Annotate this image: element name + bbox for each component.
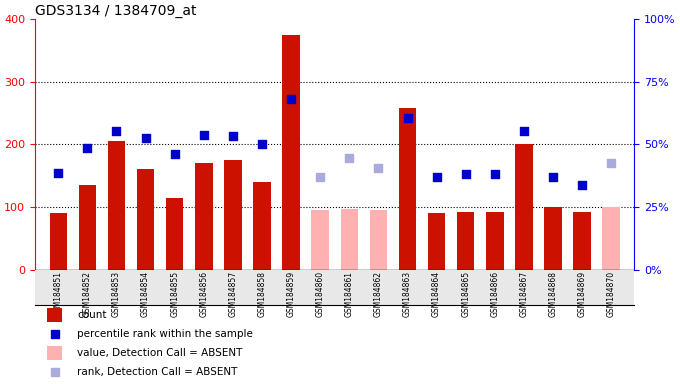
Bar — [486, 212, 503, 270]
Bar — [341, 209, 358, 270]
Bar — [253, 182, 271, 270]
Point — [577, 182, 588, 188]
Point — [256, 141, 267, 147]
Text: GSM184853: GSM184853 — [112, 270, 121, 317]
Bar — [428, 213, 445, 270]
Text: count: count — [77, 310, 107, 320]
Point — [111, 127, 122, 134]
Bar — [311, 210, 329, 270]
Point — [373, 165, 384, 171]
Text: GSM184855: GSM184855 — [170, 270, 180, 317]
Text: GSM184854: GSM184854 — [141, 270, 150, 317]
Point — [518, 127, 529, 134]
Text: GSM184861: GSM184861 — [345, 270, 354, 316]
Text: GSM184857: GSM184857 — [228, 270, 237, 317]
Text: GSM184851: GSM184851 — [54, 270, 63, 316]
Point — [227, 133, 238, 139]
FancyBboxPatch shape — [47, 346, 62, 359]
Point — [315, 174, 326, 180]
Point — [286, 96, 296, 103]
Text: GSM184858: GSM184858 — [258, 270, 267, 316]
Point — [199, 132, 209, 138]
Point — [82, 144, 93, 151]
Text: GSM184864: GSM184864 — [432, 270, 441, 317]
Point — [547, 174, 558, 180]
Point — [460, 171, 471, 177]
Bar — [166, 198, 184, 270]
Text: GDS3134 / 1384709_at: GDS3134 / 1384709_at — [35, 4, 197, 18]
Bar — [224, 160, 241, 270]
Bar — [50, 213, 67, 270]
Bar — [457, 212, 475, 270]
Point — [431, 174, 442, 180]
Point — [344, 155, 355, 161]
Point — [490, 171, 500, 177]
Text: GSM184860: GSM184860 — [316, 270, 324, 317]
FancyBboxPatch shape — [47, 308, 62, 322]
Bar — [137, 169, 154, 270]
Text: GSM184866: GSM184866 — [490, 270, 499, 317]
Bar — [398, 108, 416, 270]
Bar — [573, 212, 591, 270]
Text: GSM184862: GSM184862 — [374, 270, 383, 316]
Bar — [107, 141, 125, 270]
Text: GSM184870: GSM184870 — [607, 270, 615, 317]
Text: GSM184856: GSM184856 — [199, 270, 208, 317]
Bar — [370, 210, 387, 270]
Text: GSM184868: GSM184868 — [549, 270, 558, 316]
Point — [169, 151, 180, 157]
Text: value, Detection Call = ABSENT: value, Detection Call = ABSENT — [77, 348, 242, 358]
Bar — [195, 163, 213, 270]
Bar — [515, 144, 532, 270]
Bar — [79, 185, 96, 270]
Text: GSM184869: GSM184869 — [577, 270, 587, 317]
Text: GSM184852: GSM184852 — [83, 270, 92, 316]
Bar — [282, 35, 300, 270]
Text: GSM184867: GSM184867 — [520, 270, 528, 317]
Text: GSM184863: GSM184863 — [403, 270, 412, 317]
Text: GSM184859: GSM184859 — [286, 270, 296, 317]
Text: rank, Detection Call = ABSENT: rank, Detection Call = ABSENT — [77, 367, 237, 377]
Text: percentile rank within the sample: percentile rank within the sample — [77, 329, 253, 339]
Bar — [544, 207, 562, 270]
Point — [140, 135, 151, 141]
Point — [606, 160, 617, 166]
Text: GSM184865: GSM184865 — [461, 270, 470, 317]
Point — [402, 115, 413, 121]
Point — [53, 169, 64, 175]
Bar — [602, 207, 620, 270]
